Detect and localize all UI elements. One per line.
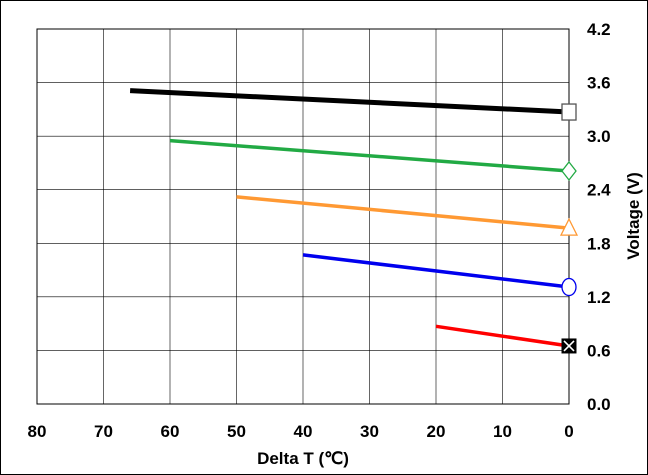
series-line <box>236 195 570 230</box>
x-tick-label: 70 <box>94 422 113 441</box>
circle-marker <box>561 277 577 297</box>
x-tick-label: 30 <box>360 422 379 441</box>
x-tick-labels: 80 70 60 50 40 30 20 10 0 <box>28 422 574 441</box>
y-tick-label: 1.2 <box>587 288 611 307</box>
y-tick-label: 0.0 <box>587 395 611 414</box>
x-axis-title: Delta T (℃) <box>257 449 349 468</box>
series-group <box>129 88 579 354</box>
x-tick-label: 20 <box>427 422 446 441</box>
x-tick-label: 50 <box>227 422 246 441</box>
series-line <box>435 324 570 348</box>
y-tick-labels: 0.0 0.6 1.2 1.8 2.4 3.0 3.6 4.2 <box>587 20 611 414</box>
series-line <box>302 253 570 289</box>
y-tick-label: 3.6 <box>587 74 611 93</box>
x-tick-label: 80 <box>28 422 47 441</box>
y-tick-label: 1.8 <box>587 234 611 253</box>
y-tick-label: 0.6 <box>587 341 611 360</box>
diamond-marker <box>561 160 577 182</box>
x-tick-label: 60 <box>161 422 180 441</box>
series-line <box>129 88 570 115</box>
x-tick-label: 10 <box>493 422 512 441</box>
plot-border <box>36 28 570 405</box>
series-line <box>169 138 570 173</box>
x-tick-label: 0 <box>564 422 573 441</box>
triangle-marker <box>559 217 579 236</box>
y-axis-title: Voltage (V) <box>624 172 643 260</box>
y-tick-label: 4.2 <box>587 20 611 39</box>
x-tick-label: 40 <box>294 422 313 441</box>
x-square-marker-cross <box>563 340 575 352</box>
y-tick-label: 2.4 <box>587 181 611 200</box>
y-tick-label: 3.0 <box>587 127 611 146</box>
square-marker <box>561 103 577 121</box>
